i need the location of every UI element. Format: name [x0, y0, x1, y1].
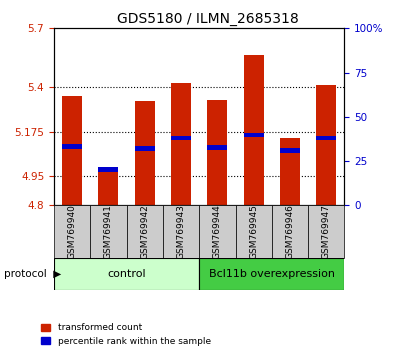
Bar: [280, 148, 300, 153]
Bar: [62, 96, 82, 205]
Bar: [98, 167, 118, 172]
Bar: [236, 205, 272, 258]
Bar: [272, 205, 308, 258]
Bar: [90, 205, 127, 258]
Text: GSM769946: GSM769946: [286, 204, 295, 259]
Text: GSM769942: GSM769942: [140, 205, 149, 259]
Bar: [280, 138, 300, 205]
Text: GSM769947: GSM769947: [322, 204, 331, 259]
Bar: [135, 146, 155, 151]
Bar: [308, 205, 344, 258]
Bar: [62, 144, 82, 149]
Bar: [163, 205, 199, 258]
Bar: [244, 55, 264, 205]
Text: GSM769940: GSM769940: [68, 204, 77, 259]
Text: GSM769943: GSM769943: [176, 204, 186, 259]
Bar: [127, 205, 163, 258]
Bar: [316, 85, 336, 205]
Bar: [208, 145, 227, 150]
Text: Bcl11b overexpression: Bcl11b overexpression: [209, 269, 335, 279]
Legend: transformed count, percentile rank within the sample: transformed count, percentile rank withi…: [38, 320, 214, 349]
Bar: [135, 101, 155, 205]
Bar: [199, 258, 344, 290]
Bar: [171, 136, 191, 141]
Text: protocol  ▶: protocol ▶: [4, 269, 61, 279]
Bar: [208, 100, 227, 205]
Bar: [199, 205, 236, 258]
Bar: [98, 171, 118, 205]
Bar: [171, 84, 191, 205]
Text: control: control: [107, 269, 146, 279]
Bar: [316, 136, 336, 141]
Bar: [244, 132, 264, 137]
Text: GSM769944: GSM769944: [213, 205, 222, 259]
Bar: [54, 205, 90, 258]
Text: GSM769941: GSM769941: [104, 204, 113, 259]
Text: GSM769945: GSM769945: [249, 204, 258, 259]
Text: GDS5180 / ILMN_2685318: GDS5180 / ILMN_2685318: [117, 12, 298, 27]
Bar: [54, 258, 199, 290]
